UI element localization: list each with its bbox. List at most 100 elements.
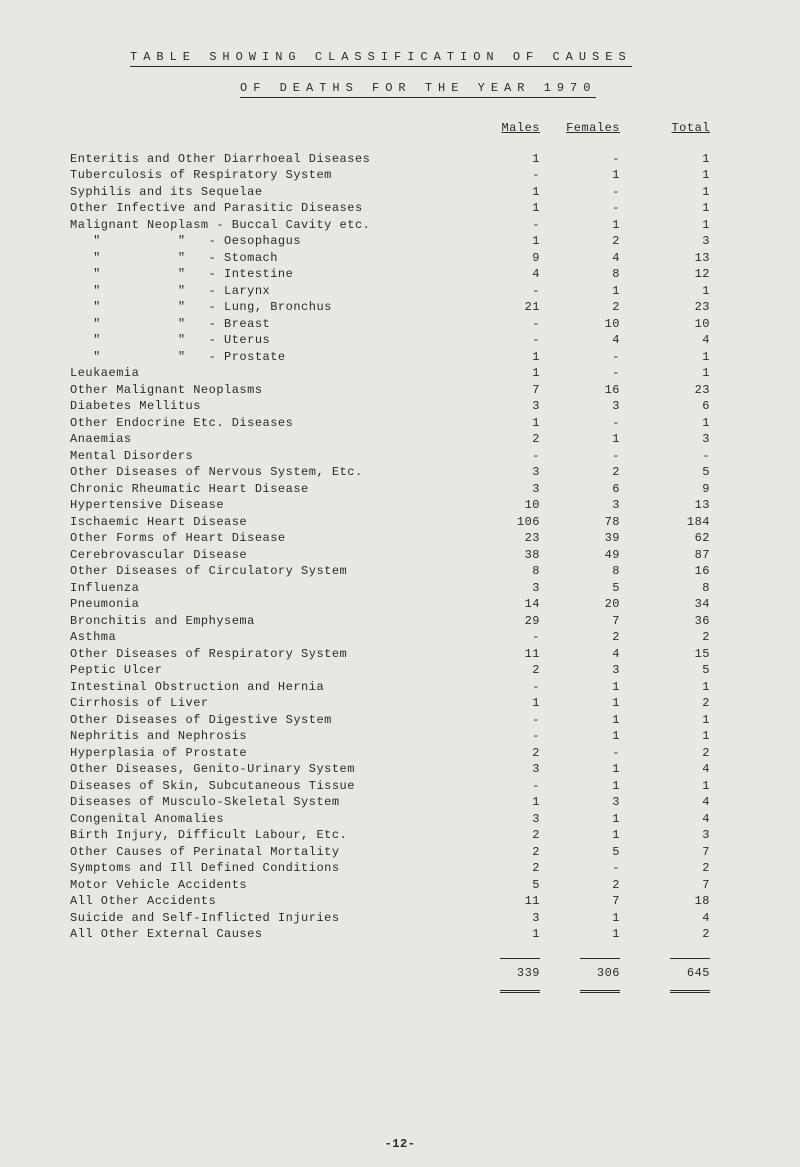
cell-total: 3 <box>630 827 710 844</box>
cell-females: 4 <box>550 646 630 663</box>
table-row: Intestinal Obstruction and Hernia-11 <box>70 679 740 696</box>
row-label: Other Infective and Parasitic Diseases <box>70 200 470 217</box>
cell-males: - <box>470 332 550 349</box>
cell-males: 106 <box>470 514 550 531</box>
table-row: Other Endocrine Etc. Diseases1-1 <box>70 415 740 432</box>
cell-males: 1 <box>470 151 550 168</box>
cell-males: 2 <box>470 827 550 844</box>
cell-total: 5 <box>630 662 710 679</box>
row-label: Pneumonia <box>70 596 470 613</box>
col-header-total: Total <box>630 120 710 137</box>
table-row: Influenza358 <box>70 580 740 597</box>
table-row: Diseases of Musculo-Skeletal System134 <box>70 794 740 811</box>
rule-after-total <box>70 983 740 997</box>
cell-females: 49 <box>550 547 630 564</box>
row-label: Bronchitis and Emphysema <box>70 613 470 630</box>
row-label: Diseases of Musculo-Skeletal System <box>70 794 470 811</box>
row-label: " " - Stomach <box>70 250 470 267</box>
row-label: Nephritis and Nephrosis <box>70 728 470 745</box>
totals-row: 339 306 645 <box>70 965 740 982</box>
cell-males: 3 <box>470 811 550 828</box>
cell-females: - <box>550 151 630 168</box>
cell-males: 1 <box>470 233 550 250</box>
row-label: Suicide and Self-Inflicted Injuries <box>70 910 470 927</box>
table-row: Cerebrovascular Disease384987 <box>70 547 740 564</box>
cell-females: - <box>550 184 630 201</box>
table-row: Anaemias213 <box>70 431 740 448</box>
rule-before-total <box>70 949 740 963</box>
row-label: " " - Intestine <box>70 266 470 283</box>
row-label: Ischaemic Heart Disease <box>70 514 470 531</box>
cell-total: 2 <box>630 629 710 646</box>
cell-total: 3 <box>630 233 710 250</box>
table-row: " " - Uterus-44 <box>70 332 740 349</box>
table-row: Diabetes Mellitus336 <box>70 398 740 415</box>
cell-males: 11 <box>470 646 550 663</box>
cell-females: 1 <box>550 778 630 795</box>
cell-females: 2 <box>550 299 630 316</box>
cell-females: - <box>550 860 630 877</box>
row-label: Other Forms of Heart Disease <box>70 530 470 547</box>
cell-total: 1 <box>630 778 710 795</box>
cell-females: 1 <box>550 217 630 234</box>
table-row: " " - Prostate1-1 <box>70 349 740 366</box>
cell-females: 2 <box>550 877 630 894</box>
cell-total: 10 <box>630 316 710 333</box>
cell-males: 1 <box>470 415 550 432</box>
cell-females: - <box>550 415 630 432</box>
table-row: All Other External Causes112 <box>70 926 740 943</box>
row-label: " " - Lung, Bronchus <box>70 299 470 316</box>
table-row: " " - Intestine4812 <box>70 266 740 283</box>
cell-males: 1 <box>470 365 550 382</box>
row-label: Enteritis and Other Diarrhoeal Diseases <box>70 151 470 168</box>
row-label: Intestinal Obstruction and Hernia <box>70 679 470 696</box>
row-label: Motor Vehicle Accidents <box>70 877 470 894</box>
cell-total: 5 <box>630 464 710 481</box>
cell-females: 20 <box>550 596 630 613</box>
cell-females: 1 <box>550 695 630 712</box>
cell-males: 1 <box>470 695 550 712</box>
cell-females: 1 <box>550 712 630 729</box>
cell-males: 10 <box>470 497 550 514</box>
cell-males: 3 <box>470 910 550 927</box>
table-row: Other Diseases of Respiratory System1141… <box>70 646 740 663</box>
cell-females: 2 <box>550 233 630 250</box>
cell-males: - <box>470 728 550 745</box>
title-line-1: TABLE SHOWING CLASSIFICATION OF CAUSES <box>130 50 632 67</box>
cell-males: 2 <box>470 662 550 679</box>
cell-males: 7 <box>470 382 550 399</box>
cell-males: - <box>470 217 550 234</box>
cell-total: 12 <box>630 266 710 283</box>
cell-total: 1 <box>630 217 710 234</box>
table-row: Enteritis and Other Diarrhoeal Diseases1… <box>70 151 740 168</box>
cell-females: 5 <box>550 580 630 597</box>
cell-males: 1 <box>470 184 550 201</box>
table-row: " " - Larynx-11 <box>70 283 740 300</box>
cell-males: - <box>470 679 550 696</box>
row-label: Other Diseases of Digestive System <box>70 712 470 729</box>
cell-females: 39 <box>550 530 630 547</box>
cell-males: 9 <box>470 250 550 267</box>
cell-females: - <box>550 349 630 366</box>
cell-males: - <box>470 316 550 333</box>
total-males: 339 <box>470 965 550 982</box>
cell-males: 2 <box>470 431 550 448</box>
table-row: Diseases of Skin, Subcutaneous Tissue-11 <box>70 778 740 795</box>
row-label: Malignant Neoplasm - Buccal Cavity etc. <box>70 217 470 234</box>
cell-females: 8 <box>550 266 630 283</box>
table-row: Ischaemic Heart Disease10678184 <box>70 514 740 531</box>
col-header-females: Females <box>550 120 630 137</box>
col-header-males: Males <box>470 120 550 137</box>
cell-males: 3 <box>470 481 550 498</box>
cell-males: 3 <box>470 580 550 597</box>
row-label: Asthma <box>70 629 470 646</box>
cell-males: - <box>470 283 550 300</box>
cell-females: 3 <box>550 794 630 811</box>
row-label: Tuberculosis of Respiratory System <box>70 167 470 184</box>
cell-males: 3 <box>470 761 550 778</box>
cell-total: 7 <box>630 877 710 894</box>
row-label: " " - Larynx <box>70 283 470 300</box>
row-label: Other Malignant Neoplasms <box>70 382 470 399</box>
cell-males: - <box>470 167 550 184</box>
row-label: Other Causes of Perinatal Mortality <box>70 844 470 861</box>
